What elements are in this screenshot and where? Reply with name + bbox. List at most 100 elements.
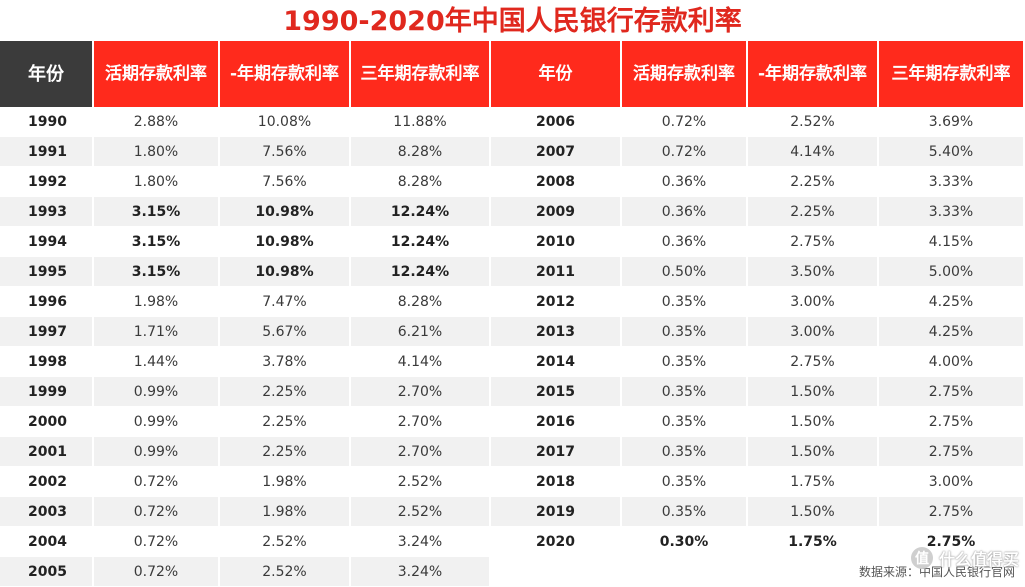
three-year-rate-cell: 2.52% xyxy=(351,497,491,527)
three-year-rate-cell: 8.28% xyxy=(351,167,491,197)
one-year-rate-cell: 10.98% xyxy=(220,197,351,227)
demand-rate-cell: 0.72% xyxy=(94,497,220,527)
table-row: 1994 3.15% 10.98% 12.24% 2010 0.36% 2.75% 4.15% xyxy=(0,227,1025,257)
header-three-year-right: 三年期存款利率 xyxy=(879,41,1025,107)
one-year-rate-cell: 1.75% xyxy=(748,467,879,497)
year-cell: 2001 xyxy=(0,437,94,467)
year-cell: 2016 xyxy=(491,407,622,437)
one-year-rate-cell: 3.50% xyxy=(748,257,879,287)
year-cell: 1998 xyxy=(0,347,94,377)
year-cell: 2020 xyxy=(491,527,622,557)
year-cell: 2009 xyxy=(491,197,622,227)
three-year-rate-cell: 8.28% xyxy=(351,137,491,167)
page-title: 1990-2020年中国人民银行存款利率 xyxy=(283,6,742,37)
year-cell: 2003 xyxy=(0,497,94,527)
table-row: 1995 3.15% 10.98% 12.24% 2011 0.50% 3.50% 5.00% xyxy=(0,257,1025,287)
demand-rate-cell: 0.36% xyxy=(622,227,748,257)
table-row: 1998 1.44% 3.78% 4.14% 2014 0.35% 2.75% 4.00% xyxy=(0,347,1025,377)
one-year-rate-cell: 1.98% xyxy=(220,497,351,527)
one-year-rate-cell: 1.75% xyxy=(748,527,879,557)
three-year-rate-cell: 12.24% xyxy=(351,227,491,257)
three-year-rate-cell: 12.24% xyxy=(351,197,491,227)
demand-rate-cell: 0.99% xyxy=(94,407,220,437)
one-year-rate-cell: 7.47% xyxy=(220,287,351,317)
one-year-rate-cell: 1.50% xyxy=(748,437,879,467)
table-row: 2000 0.99% 2.25% 2.70% 2016 0.35% 1.50% 2.75% xyxy=(0,407,1025,437)
three-year-rate-cell: 3.24% xyxy=(351,557,491,587)
table-row: 2003 0.72% 1.98% 2.52% 2019 0.35% 1.50% 2.75% xyxy=(0,497,1025,527)
watermark: 值 什么值得买 xyxy=(910,545,1019,571)
demand-rate-cell: 3.15% xyxy=(94,227,220,257)
year-cell: 1994 xyxy=(0,227,94,257)
header-one-year-left: -年期存款利率 xyxy=(220,41,351,107)
demand-rate-cell: 0.35% xyxy=(622,377,748,407)
demand-rate-cell: 0.35% xyxy=(622,347,748,377)
one-year-rate-cell: 2.25% xyxy=(748,197,879,227)
year-cell: 1999 xyxy=(0,377,94,407)
one-year-rate-cell: 10.08% xyxy=(220,107,351,137)
demand-rate-cell: 0.72% xyxy=(622,137,748,167)
one-year-rate-cell: 10.98% xyxy=(220,257,351,287)
one-year-rate-cell: 2.52% xyxy=(220,557,351,587)
empty-cell xyxy=(491,557,622,587)
one-year-rate-cell: 3.00% xyxy=(748,317,879,347)
table-row: 1991 1.80% 7.56% 8.28% 2007 0.72% 4.14% 5.40% xyxy=(0,137,1025,167)
year-cell: 1992 xyxy=(0,167,94,197)
demand-rate-cell: 0.36% xyxy=(622,167,748,197)
deposit-rate-table: 年份 活期存款利率 -年期存款利率 三年期存款利率 年份 活期存款利率 -年期存… xyxy=(0,41,1025,587)
three-year-rate-cell: 2.70% xyxy=(351,407,491,437)
one-year-rate-cell: 5.67% xyxy=(220,317,351,347)
demand-rate-cell: 0.72% xyxy=(94,467,220,497)
three-year-rate-cell: 2.70% xyxy=(351,437,491,467)
demand-rate-cell: 0.72% xyxy=(94,527,220,557)
three-year-rate-cell: 2.75% xyxy=(879,407,1025,437)
year-cell: 2015 xyxy=(491,377,622,407)
three-year-rate-cell: 2.75% xyxy=(879,437,1025,467)
demand-rate-cell: 0.50% xyxy=(622,257,748,287)
three-year-rate-cell: 3.33% xyxy=(879,197,1025,227)
demand-rate-cell: 0.99% xyxy=(94,437,220,467)
three-year-rate-cell: 2.52% xyxy=(351,467,491,497)
three-year-rate-cell: 2.70% xyxy=(351,377,491,407)
table-row: 1999 0.99% 2.25% 2.70% 2015 0.35% 1.50% 2.75% xyxy=(0,377,1025,407)
year-cell: 1991 xyxy=(0,137,94,167)
demand-rate-cell: 0.35% xyxy=(622,287,748,317)
year-cell: 2018 xyxy=(491,467,622,497)
three-year-rate-cell: 2.75% xyxy=(879,497,1025,527)
three-year-rate-cell: 3.00% xyxy=(879,467,1025,497)
one-year-rate-cell: 2.25% xyxy=(748,167,879,197)
table-header-row: 年份 活期存款利率 -年期存款利率 三年期存款利率 年份 活期存款利率 -年期存… xyxy=(0,41,1025,107)
three-year-rate-cell: 2.75% xyxy=(879,527,1025,557)
three-year-rate-cell: 4.14% xyxy=(351,347,491,377)
one-year-rate-cell: 1.50% xyxy=(748,407,879,437)
one-year-rate-cell: 2.75% xyxy=(748,227,879,257)
year-cell: 2019 xyxy=(491,497,622,527)
three-year-rate-cell: 4.15% xyxy=(879,227,1025,257)
year-cell: 2007 xyxy=(491,137,622,167)
year-cell: 1996 xyxy=(0,287,94,317)
demand-rate-cell: 0.99% xyxy=(94,377,220,407)
one-year-rate-cell: 7.56% xyxy=(220,167,351,197)
one-year-rate-cell: 2.52% xyxy=(748,107,879,137)
year-cell: 2006 xyxy=(491,107,622,137)
header-year-right: 年份 xyxy=(491,41,622,107)
table-row: 2002 0.72% 1.98% 2.52% 2018 0.35% 1.75% 3.00% xyxy=(0,467,1025,497)
three-year-rate-cell: 5.00% xyxy=(879,257,1025,287)
one-year-rate-cell: 2.25% xyxy=(220,377,351,407)
three-year-rate-cell: 3.33% xyxy=(879,167,1025,197)
one-year-rate-cell: 2.52% xyxy=(220,527,351,557)
one-year-rate-cell: 4.14% xyxy=(748,137,879,167)
header-one-year-right: -年期存款利率 xyxy=(748,41,879,107)
demand-rate-cell: 0.72% xyxy=(622,107,748,137)
one-year-rate-cell: 1.50% xyxy=(748,497,879,527)
year-cell: 2010 xyxy=(491,227,622,257)
one-year-rate-cell: 7.56% xyxy=(220,137,351,167)
demand-rate-cell: 2.88% xyxy=(94,107,220,137)
three-year-rate-cell: 3.24% xyxy=(351,527,491,557)
demand-rate-cell: 0.72% xyxy=(94,557,220,587)
demand-rate-cell: 1.44% xyxy=(94,347,220,377)
year-cell: 2002 xyxy=(0,467,94,497)
year-cell: 2011 xyxy=(491,257,622,287)
one-year-rate-cell: 2.75% xyxy=(748,347,879,377)
demand-rate-cell: 0.35% xyxy=(622,317,748,347)
